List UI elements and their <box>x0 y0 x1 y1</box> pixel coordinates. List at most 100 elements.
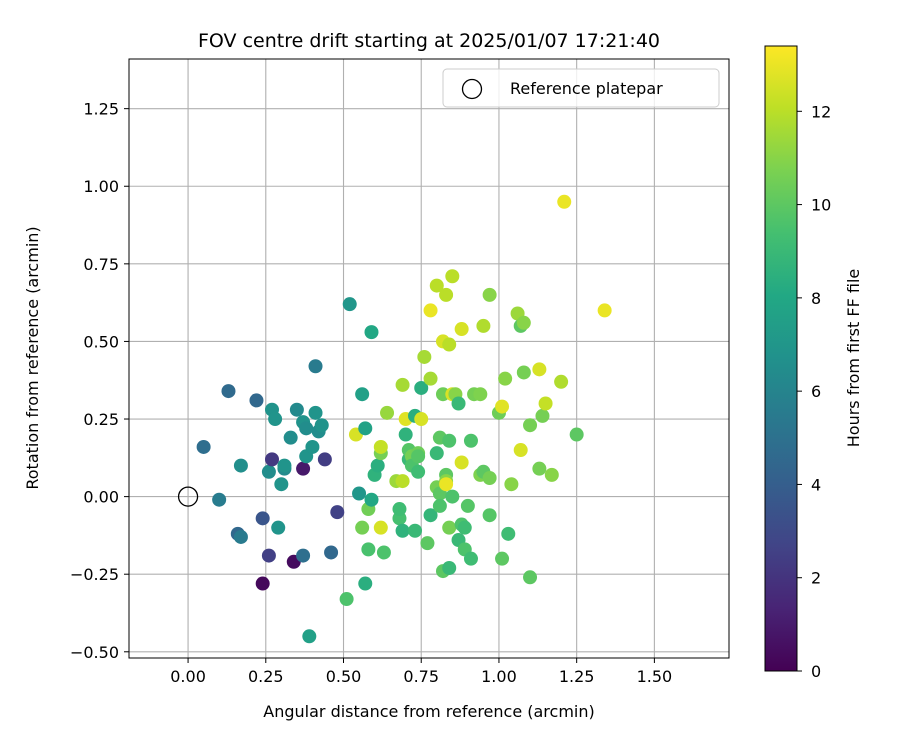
x-tick-label: 0.25 <box>248 667 284 686</box>
data-point <box>420 536 435 551</box>
data-point <box>364 325 379 340</box>
data-point <box>482 508 497 523</box>
data-point <box>473 387 488 402</box>
data-point <box>597 303 612 318</box>
data-point <box>299 421 314 436</box>
data-point <box>411 449 426 464</box>
data-point <box>376 545 391 560</box>
colorbar-frame <box>764 45 798 672</box>
data-point <box>289 402 304 417</box>
data-point <box>361 542 376 557</box>
data-point <box>423 371 438 386</box>
data-point <box>501 526 516 541</box>
data-point <box>364 492 379 507</box>
colorbar-tick-label: 12 <box>811 102 831 121</box>
y-tick-label: 1.00 <box>83 177 119 196</box>
data-point <box>330 505 345 520</box>
data-point <box>454 455 469 470</box>
plot-frame <box>128 58 730 659</box>
data-point <box>463 551 478 566</box>
data-point <box>445 489 460 504</box>
data-point <box>268 412 283 427</box>
x-tick-label: 0.75 <box>403 667 439 686</box>
data-point <box>532 362 547 377</box>
data-point <box>516 365 531 380</box>
colorbar: 0 2 4 6 8 10 12 Hours from first FF file <box>764 45 863 681</box>
data-point <box>417 349 432 364</box>
data-point <box>221 384 236 399</box>
data-points <box>196 194 612 644</box>
data-point <box>255 511 270 526</box>
data-point <box>411 464 426 479</box>
data-point <box>439 477 454 492</box>
data-point <box>392 502 407 517</box>
y-tick-label: −0.25 <box>70 565 119 584</box>
data-point <box>557 194 572 209</box>
x-tick-label: 1.50 <box>637 667 673 686</box>
data-point <box>460 498 475 513</box>
reference-platepar-marker <box>177 486 199 507</box>
x-axis-ticks: 0.00 0.25 0.50 0.75 1.00 1.25 1.50 <box>170 658 672 686</box>
colorbar-tick-label: 6 <box>811 382 821 401</box>
data-point <box>442 337 457 352</box>
data-point <box>439 287 454 302</box>
data-point <box>395 523 410 538</box>
reference-marker <box>177 486 199 507</box>
colorbar-tick-label: 2 <box>811 569 821 588</box>
data-point <box>495 551 510 566</box>
data-point <box>271 520 286 535</box>
x-tick-label: 0.50 <box>326 667 362 686</box>
data-point <box>532 461 547 476</box>
data-point <box>255 576 270 591</box>
data-point <box>308 359 323 374</box>
data-point <box>432 498 447 513</box>
data-point <box>380 405 395 420</box>
data-point <box>395 377 410 392</box>
data-point <box>355 520 370 535</box>
data-point <box>324 545 339 560</box>
x-tick-label: 1.25 <box>559 667 595 686</box>
data-point <box>442 560 457 575</box>
data-point <box>498 371 513 386</box>
data-point <box>283 430 298 445</box>
colorbar-label: Hours from first FF file <box>844 269 863 448</box>
legend: Reference platepar <box>442 68 720 108</box>
data-point <box>302 629 317 644</box>
colorbar-gradient <box>765 46 797 671</box>
data-point <box>352 486 367 501</box>
data-point <box>277 458 292 473</box>
data-point <box>476 318 491 333</box>
data-point <box>538 396 553 411</box>
data-point <box>423 303 438 318</box>
data-point <box>535 408 550 423</box>
data-point <box>463 433 478 448</box>
data-point <box>429 278 444 293</box>
data-point <box>358 576 373 591</box>
data-point <box>265 452 280 467</box>
data-point <box>305 439 320 454</box>
data-point <box>355 387 370 402</box>
data-point <box>454 322 469 337</box>
data-point <box>373 439 388 454</box>
y-tick-label: −0.50 <box>70 643 119 662</box>
data-point <box>516 315 531 330</box>
data-point <box>249 393 264 408</box>
y-tick-label: 1.25 <box>83 100 119 119</box>
data-point <box>495 399 510 414</box>
x-tick-label: 0.00 <box>170 667 206 686</box>
data-point <box>523 570 538 585</box>
legend-reference-icon <box>461 78 483 100</box>
data-point <box>339 592 354 607</box>
data-point <box>457 520 472 535</box>
x-tick-label: 1.00 <box>481 667 517 686</box>
data-point <box>429 446 444 461</box>
data-point <box>296 548 311 563</box>
colorbar-tick-label: 4 <box>811 475 821 494</box>
y-tick-label: 0.50 <box>83 332 119 351</box>
data-point <box>342 297 357 312</box>
colorbar-tick-label: 8 <box>811 289 821 308</box>
colorbar-tick-label: 10 <box>811 196 831 215</box>
y-tick-label: 0.75 <box>83 255 119 274</box>
